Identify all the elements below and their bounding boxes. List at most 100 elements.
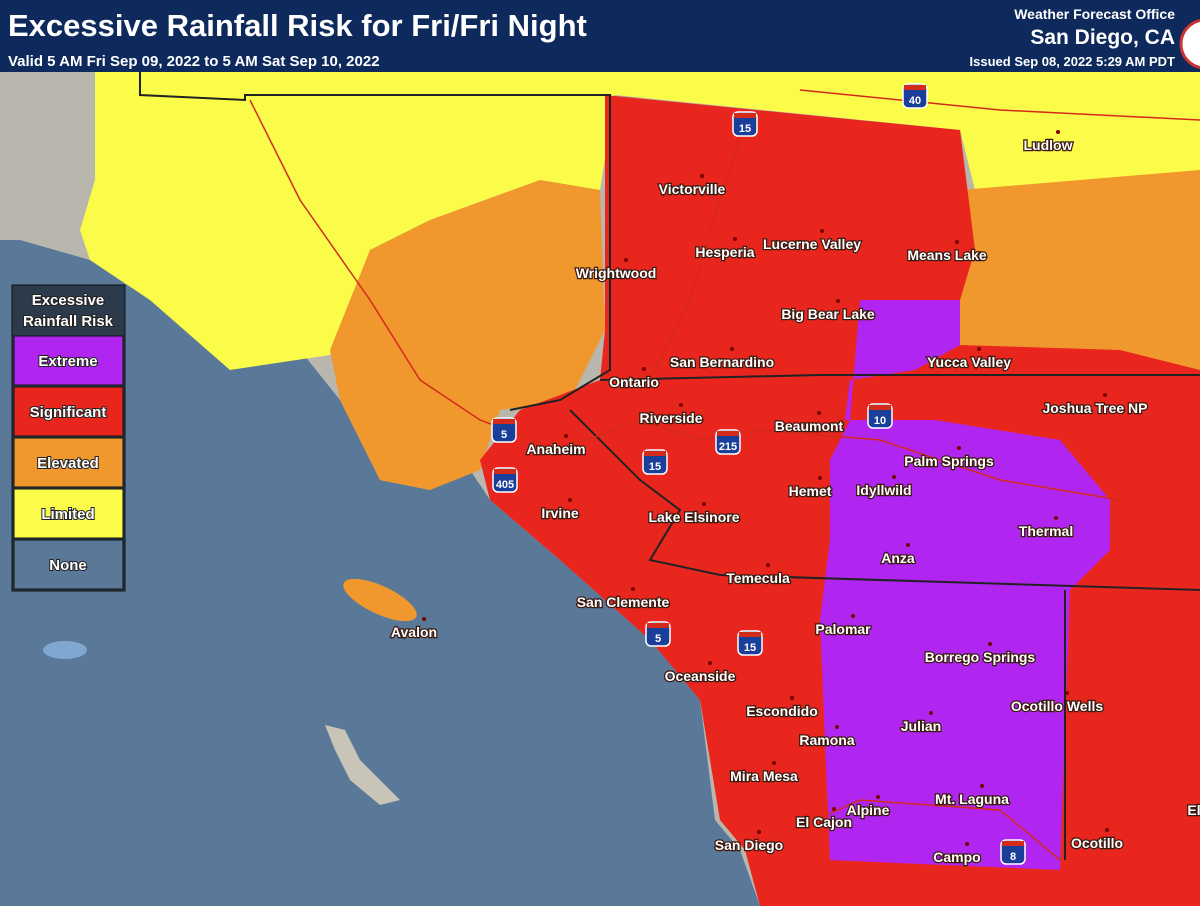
shield-top [739, 632, 761, 637]
city-label: Hemet [789, 483, 832, 499]
city-dot [700, 174, 704, 178]
city-label: Palomar [815, 621, 871, 637]
city-label: Idyllwild [856, 482, 911, 498]
city-label: Wrightwood [576, 265, 657, 281]
city-dot [730, 347, 734, 351]
city-dot [980, 784, 984, 788]
city-label: Beaumont [775, 418, 844, 434]
highway-label: 5 [655, 633, 661, 645]
highway-label: 10 [874, 415, 886, 427]
legend-label: Elevated [37, 455, 99, 472]
city-label: Big Bear Lake [781, 306, 875, 322]
city-label: Thermal [1019, 523, 1073, 539]
issued: Issued Sep 08, 2022 5:29 AM PDT [970, 54, 1176, 69]
city-label: Julian [901, 718, 941, 734]
city-dot [892, 475, 896, 479]
city-dot [564, 434, 568, 438]
city-dot [766, 563, 770, 567]
city-dot [820, 229, 824, 233]
legend-label: None [49, 557, 87, 574]
legend-items: Extreme Significant Elevated Limited None [13, 335, 124, 590]
city-label: Ocotillo [1071, 835, 1123, 851]
city-label: Ocotillo Wells [1011, 698, 1104, 714]
city-label: El [1187, 802, 1200, 818]
city-label: San Diego [715, 837, 783, 853]
office-line: Weather Forecast Office [1014, 6, 1175, 22]
limited-area [615, 72, 1200, 190]
city-label: Means Lake [907, 247, 987, 263]
city-dot [957, 446, 961, 450]
shield-top [734, 113, 756, 118]
header-bar [0, 0, 1200, 72]
shield-top [1002, 841, 1024, 846]
city-dot [568, 498, 572, 502]
shield-top [493, 419, 515, 424]
cities: Ludlow Victorville Hesperia Lucerne Valley M… [390, 130, 1200, 866]
city-dot [965, 842, 969, 846]
city-dot [817, 411, 821, 415]
city-label: Anaheim [526, 441, 585, 457]
county-border [569, 409, 1200, 591]
city-dot [708, 661, 712, 665]
city-label: Anza [881, 550, 915, 566]
city-dot [906, 543, 910, 547]
city-label: Escondido [746, 703, 818, 719]
title: Excessive Rainfall Risk for Fri/Fri Nigh… [8, 8, 587, 43]
city-dot [836, 299, 840, 303]
legend-title: Rainfall Risk [23, 313, 114, 330]
legend-label: Extreme [38, 353, 97, 370]
shield-top [647, 623, 669, 628]
shield-top [869, 405, 891, 410]
road [799, 89, 1200, 121]
highway-label: 215 [719, 441, 737, 453]
city-dot [679, 403, 683, 407]
road [759, 799, 1061, 861]
highway-label: 15 [739, 123, 751, 135]
logo [1179, 19, 1200, 69]
legend-swatch [13, 539, 124, 590]
city-label: Ludlow [1024, 137, 1073, 153]
catalina-island [343, 578, 417, 622]
highway-label: 8 [1010, 851, 1016, 863]
highway-label: 405 [496, 479, 514, 491]
city-label: Hesperia [695, 244, 754, 260]
city-label: Palm Springs [904, 453, 994, 469]
city-dot [757, 830, 761, 834]
shield-top [644, 451, 666, 456]
city-label: Yucca Valley [927, 354, 1011, 370]
legend-swatch [13, 437, 124, 488]
legend-swatch [13, 488, 124, 539]
city-label: Victorville [659, 181, 726, 197]
city-label: El Cajon [796, 814, 852, 830]
county-border [599, 374, 1200, 381]
shield-top [717, 431, 739, 436]
legend-swatch [13, 335, 124, 386]
city-label: Avalon [391, 624, 437, 640]
city-label: Borrego Springs [925, 649, 1036, 665]
city-label: Mt. Laguna [935, 791, 1009, 807]
city-label: Alpine [847, 802, 890, 818]
legend-label: Limited [41, 506, 94, 523]
city-label: Oceanside [665, 668, 736, 684]
legend-title: Excessive [32, 292, 105, 309]
city-dot [955, 240, 959, 244]
city-dot [624, 258, 628, 262]
city-label: Lucerne Valley [763, 236, 861, 252]
city-label: Joshua Tree NP [1042, 400, 1147, 416]
city-dot [733, 237, 737, 241]
road [249, 99, 1121, 501]
city-label: Campo [933, 849, 980, 865]
city-dot [631, 587, 635, 591]
city-label: Temecula [726, 570, 790, 586]
city-dot [642, 367, 646, 371]
city-dot [790, 696, 794, 700]
city-dot [929, 711, 933, 715]
city-dot [1065, 691, 1069, 695]
city-label: San Clemente [577, 594, 670, 610]
legend-swatch [13, 386, 124, 437]
city-label: San Bernardino [670, 354, 774, 370]
highway-label: 5 [501, 429, 507, 441]
city-label: Mira Mesa [730, 768, 798, 784]
